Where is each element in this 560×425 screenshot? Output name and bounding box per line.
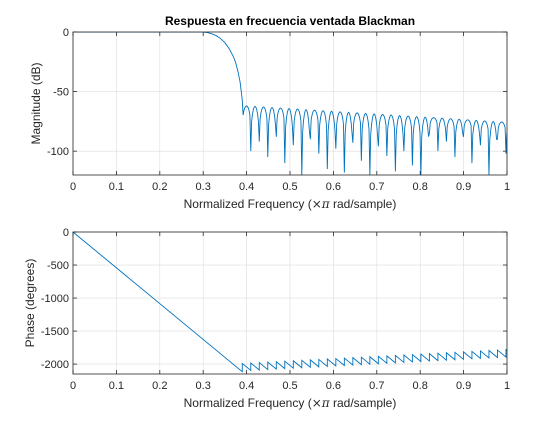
magnitude-x-label-symbol: ×π bbox=[312, 197, 331, 211]
phase-x-tick-label: 0.8 bbox=[413, 380, 428, 392]
magnitude-x-label-suffix: rad/sample) bbox=[330, 197, 397, 211]
phase-x-axis-label: Normalized Frequency (×π rad/sample) bbox=[184, 396, 397, 410]
phase-x-tick-label: 0.5 bbox=[282, 380, 297, 392]
magnitude-x-tick-label: 0.8 bbox=[413, 181, 428, 193]
phase-y-tick-label: -1500 bbox=[41, 326, 69, 338]
magnitude-x-tick-label: 0.9 bbox=[456, 181, 471, 193]
phase-response-line bbox=[73, 232, 507, 373]
magnitude-y-axis-label: Magnitude (dB) bbox=[29, 62, 43, 144]
chart-title: Respuesta en frecuencia ventada Blackman bbox=[165, 14, 415, 28]
magnitude-x-axis-label: Normalized Frequency (×π rad/sample) bbox=[184, 197, 397, 211]
magnitude-y-tick-label: -50 bbox=[53, 87, 69, 99]
phase-y-tick-label: -2000 bbox=[41, 359, 69, 371]
phase-x-tick-label: 0.3 bbox=[196, 380, 211, 392]
phase-y-tick-label: -1000 bbox=[41, 293, 69, 305]
phase-axes-box bbox=[72, 231, 508, 375]
phase-y-tick-label: -500 bbox=[47, 260, 69, 272]
phase-y-tick-label: 0 bbox=[63, 227, 69, 239]
magnitude-tick-labels: 0 0.1 0.2 0.3 0.4 0.5 0.6 0.7 0.8 0.9 1 0 -50 -100 bbox=[47, 27, 510, 193]
phase-axes: 0 0.1 0.2 0.3 0.4 0.5 0.6 0.7 0.8 0.9 1 0 -500 -1000 -… bbox=[23, 227, 510, 410]
magnitude-x-tick-label: 0.4 bbox=[239, 181, 254, 193]
magnitude-x-tick-label: 0 bbox=[70, 181, 76, 193]
phase-x-tick-label: 0.4 bbox=[239, 380, 254, 392]
magnitude-axes: 0 0.1 0.2 0.3 0.4 0.5 0.6 0.7 0.8 0.9 1 0 -50 -100 Re… bbox=[29, 14, 510, 211]
phase-tick-labels: 0 0.1 0.2 0.3 0.4 0.5 0.6 0.7 0.8 0.9 1 0 -500 -1000 -… bbox=[41, 227, 510, 392]
magnitude-y-tick-label: 0 bbox=[63, 27, 69, 39]
magnitude-axes-box bbox=[72, 31, 508, 176]
magnitude-x-tick-label: 0.3 bbox=[196, 181, 211, 193]
phase-y-axis-label: Phase (degrees) bbox=[23, 259, 37, 348]
phase-x-tick-label: 0.1 bbox=[109, 380, 124, 392]
phase-x-tick-label: 0.7 bbox=[369, 380, 384, 392]
magnitude-x-tick-label: 0.2 bbox=[152, 181, 167, 193]
phase-x-label-suffix: rad/sample) bbox=[330, 396, 397, 410]
phase-x-tick-label: 0 bbox=[70, 380, 76, 392]
magnitude-x-tick-label: 0.1 bbox=[109, 181, 124, 193]
magnitude-y-tick-label: -100 bbox=[47, 146, 69, 158]
magnitude-x-tick-label: 0.6 bbox=[326, 181, 341, 193]
magnitude-response-line bbox=[73, 32, 507, 175]
magnitude-x-label-prefix: Normalized Frequency ( bbox=[184, 197, 312, 211]
magnitude-x-tick-label: 1 bbox=[504, 181, 510, 193]
phase-x-label-prefix: Normalized Frequency ( bbox=[184, 396, 312, 410]
phase-x-tick-label: 0.6 bbox=[326, 380, 341, 392]
magnitude-x-tick-label: 0.5 bbox=[282, 181, 297, 193]
magnitude-x-tick-label: 0.7 bbox=[369, 181, 384, 193]
phase-x-tick-label: 0.2 bbox=[152, 380, 167, 392]
phase-x-tick-label: 1 bbox=[504, 380, 510, 392]
phase-x-label-symbol: ×π bbox=[312, 396, 331, 410]
phase-x-tick-label: 0.9 bbox=[456, 380, 471, 392]
